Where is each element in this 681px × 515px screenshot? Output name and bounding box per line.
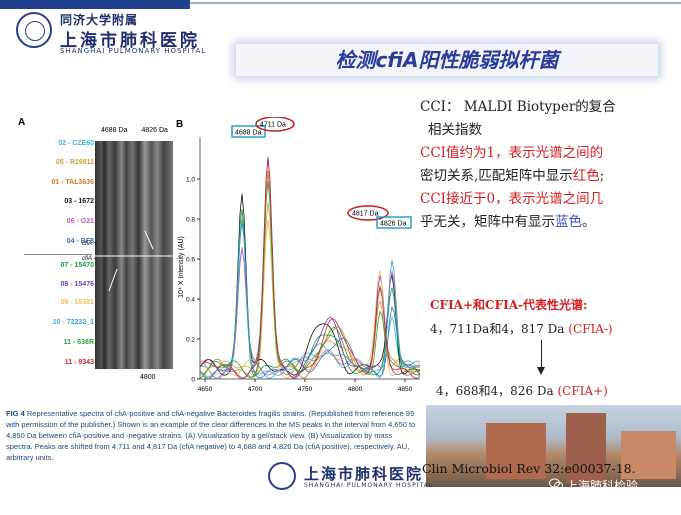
cfia-pos-label: cfiA + bbox=[82, 241, 97, 247]
figure-a-label: A bbox=[18, 117, 26, 128]
figure-b-spectrum: B 10⁴ X Intensity (AU) 00.20.40.60.81.0 … bbox=[176, 117, 421, 393]
x-tick-label: 4750 bbox=[298, 386, 313, 393]
gel-stack-view bbox=[95, 141, 173, 369]
hospital-logo-icon bbox=[16, 12, 52, 48]
strain-label: 08 - 15476 bbox=[60, 281, 94, 288]
y-tick-label: 0 bbox=[191, 377, 195, 384]
strain-label: 06 - O21 bbox=[66, 218, 94, 225]
y-tick-label: 0.6 bbox=[186, 257, 195, 264]
header-accent-bar bbox=[0, 0, 190, 9]
peak-label-4711: 4711 Da bbox=[260, 122, 286, 129]
cfia-neg-peaks: 4，711Da和4，817 Da (CFIA-) bbox=[430, 322, 613, 336]
figure-caption: FIG 4 Representative spectra of cfiA-pos… bbox=[6, 409, 416, 462]
arrow-down-icon bbox=[537, 340, 545, 375]
slide-title-box: 检测cfiA阳性脆弱拟杆菌 bbox=[236, 44, 658, 76]
header-rule bbox=[190, 2, 681, 4]
reference-citation: Clin Microbiol Rev 32:e00037-18. bbox=[422, 461, 636, 476]
hospital-name: 上海市肺科医院 bbox=[60, 31, 200, 51]
peak-ellipse-4711 bbox=[255, 117, 295, 132]
cci-explanation: CCI： MALDI Biotyper的复合 相关指数 CCI值约为1，表示光谱… bbox=[420, 99, 616, 230]
gel-overlay bbox=[95, 230, 173, 292]
x-tick-label: 4800 bbox=[348, 386, 363, 393]
strain-label: 04 - BF8 bbox=[66, 238, 94, 245]
spectrum-trace bbox=[199, 181, 421, 379]
strain-label: 05 - R19811 bbox=[55, 159, 94, 166]
peak-label-4688: 4688 Da bbox=[235, 130, 262, 137]
strain-label: 09 - 15381 bbox=[60, 299, 94, 306]
watermark-text: 上海肺科检验 bbox=[566, 479, 639, 493]
gel-column-labels: 4688 Da 4826 Da bbox=[101, 127, 168, 134]
cfia-neg-label: cfiA − bbox=[82, 256, 97, 262]
footer-logo-icon bbox=[268, 462, 296, 490]
strain-label: 02 - CZE60 bbox=[58, 140, 94, 147]
peak-box-4688 bbox=[231, 125, 266, 138]
y-tick-label: 1.0 bbox=[186, 177, 195, 184]
peak-ellipse-4817 bbox=[347, 205, 389, 221]
hospital-name-en: SHANGHAI PULMONARY HOSPITAL bbox=[60, 47, 207, 55]
y-tick-label: 0.4 bbox=[186, 297, 195, 304]
y-tick-label: 0.2 bbox=[186, 337, 195, 344]
peak-label-4826: 4826 Da bbox=[380, 221, 407, 228]
cfia-pos-peaks: 4，688和4，826 Da (CFIA+) bbox=[436, 384, 608, 398]
x-tick-label: 4650 bbox=[198, 386, 213, 393]
peak-label-4817: 4817 Da bbox=[352, 211, 379, 218]
y-axis-label: 10⁴ X Intensity (AU) bbox=[178, 236, 185, 298]
spectrum-trace bbox=[199, 219, 421, 378]
hospital-affiliation: 同济大学附属 bbox=[60, 13, 139, 27]
peak-box-4826 bbox=[376, 216, 412, 229]
cfia-spectra-heading: CFIA+和CFIA-代表性光谱: bbox=[430, 298, 588, 312]
strain-label: 07 - 15470 bbox=[60, 262, 94, 269]
gel-bottom-tick: 4800 bbox=[140, 374, 156, 381]
hospital-building-photo bbox=[426, 405, 681, 487]
wechat-icon bbox=[549, 478, 563, 490]
strain-label: 11 - 638R bbox=[63, 339, 94, 346]
figure-a: A 02 - CZE60 05 - R19811 01 - TAL3636 03 - … bbox=[18, 117, 178, 409]
strain-label: 11 - 9343 bbox=[64, 359, 94, 366]
spectrum-trace bbox=[199, 157, 421, 380]
strain-label: 03 - 1672 bbox=[64, 198, 94, 205]
x-tick-label: 4850 bbox=[398, 386, 413, 393]
strain-label: 01 - TAL3636 bbox=[51, 179, 94, 186]
strain-label: 10 - 72232_1 bbox=[52, 319, 94, 326]
x-tick-label: 4700 bbox=[248, 386, 263, 393]
footer-hospital-name: 上海市肺科医院 bbox=[304, 465, 424, 483]
figure-b-label: B bbox=[176, 119, 183, 130]
strain-divider bbox=[24, 254, 92, 255]
y-tick-label: 0.8 bbox=[186, 217, 195, 224]
slide-title: 检测cfiA阳性脆弱拟杆菌 bbox=[335, 48, 559, 72]
footer-hospital-name-en: SHANGHAI PULMONARY HOSPITAL bbox=[304, 482, 434, 489]
